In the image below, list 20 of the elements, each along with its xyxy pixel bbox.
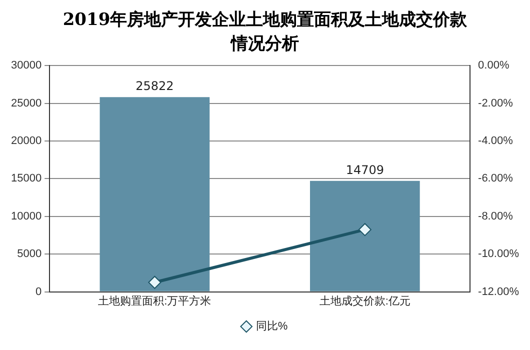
y2-tick-label: 0.00% (478, 60, 510, 72)
y-tick-label: 30000 (10, 60, 42, 72)
data-label: 25822 (136, 79, 174, 94)
x-tick-label: 土地购置面积:万平方米 (98, 294, 212, 308)
y-tick-label: 20000 (10, 135, 42, 148)
data-label: 14709 (346, 163, 384, 178)
y2-tick-label: -8.00% (478, 210, 514, 222)
y2-tick-label: -4.00% (478, 135, 514, 148)
y2-tick-label: -10.00% (478, 248, 520, 260)
x-tick-label: 土地成交价款:亿元 (319, 294, 410, 308)
chart-title: 2019年房地产开发企业土地购置面积及土地成交价款情况分析 (62, 9, 468, 56)
y2-tick-label: -6.00% (478, 172, 514, 185)
y-tick-label: 15000 (10, 172, 42, 185)
legend-label: 同比% (256, 320, 288, 333)
y2-tick-label: -12.00% (478, 286, 520, 298)
y2-tick-label: -2.00% (478, 97, 514, 110)
y-tick-label: 10000 (10, 210, 42, 222)
y-tick-label: 5000 (17, 248, 42, 260)
y-tick-label: 25000 (10, 97, 42, 110)
y-tick-label: 0 (35, 286, 42, 298)
